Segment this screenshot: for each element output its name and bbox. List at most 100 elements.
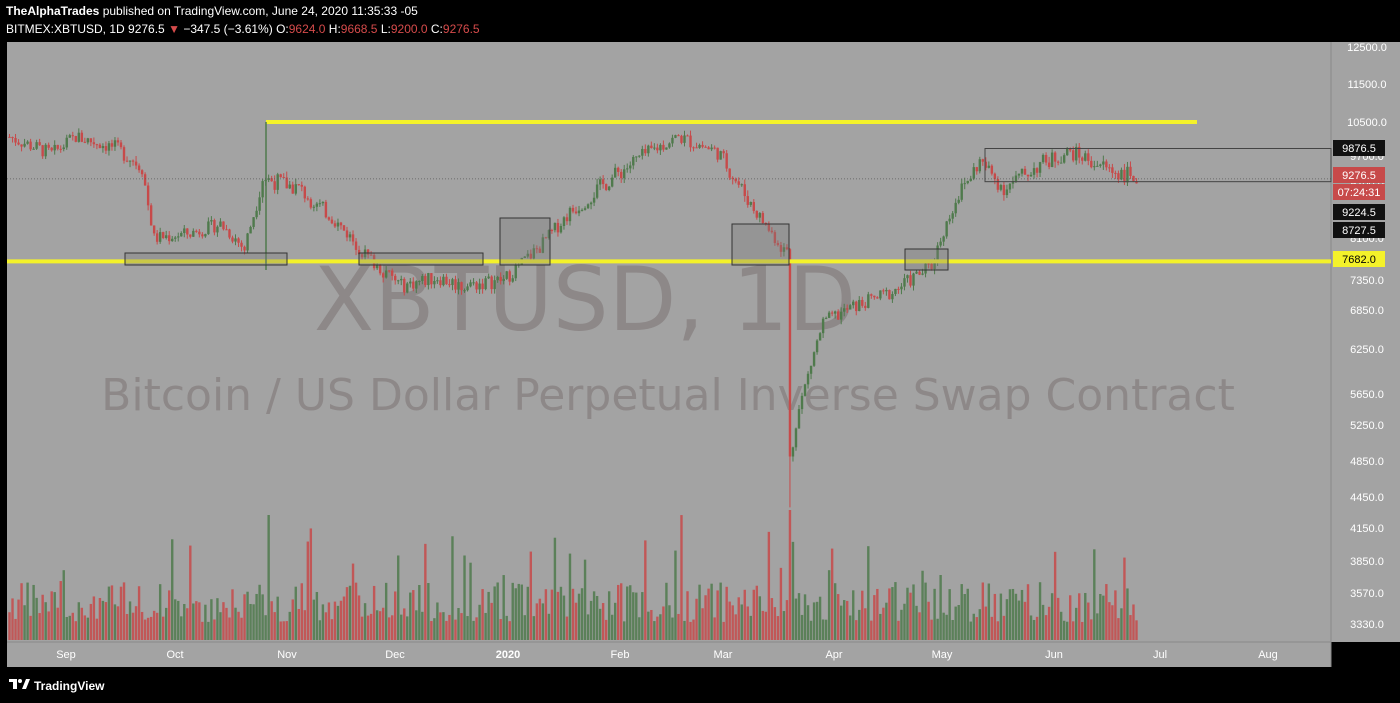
price-chart[interactable]: XBTUSD, 1D Bitcoin / US Dollar Perpetual…: [0, 0, 1400, 667]
candle-body: [288, 184, 291, 189]
candle-body: [333, 223, 337, 227]
author-name[interactable]: TheAlphaTrades: [6, 4, 100, 18]
candle-body: [623, 169, 626, 179]
candle-body: [873, 295, 876, 298]
candle-body: [430, 273, 433, 285]
candle-body: [321, 201, 325, 204]
candle-body: [701, 144, 704, 147]
volume-bar: [303, 610, 307, 640]
candle-body: [740, 184, 743, 186]
brand-name[interactable]: TradingView: [34, 679, 105, 693]
volume-bar: [1069, 595, 1072, 640]
candle-body: [933, 261, 936, 270]
volume-bar: [369, 613, 373, 640]
volume-bar: [77, 602, 81, 640]
candle-body: [330, 219, 334, 224]
volume-bar: [713, 617, 716, 640]
volume-bar: [267, 515, 270, 640]
candle-body: [1011, 181, 1015, 184]
candle-body: [960, 183, 963, 200]
volume-bar: [472, 620, 475, 640]
volume-bar: [722, 621, 725, 640]
volume-bar: [680, 515, 683, 640]
candle-body: [68, 135, 71, 138]
volume-bar: [228, 617, 231, 640]
volume-bar: [1062, 620, 1066, 640]
volume-bar: [821, 619, 825, 640]
candle-body: [1056, 161, 1060, 163]
candle-body: [125, 160, 129, 162]
volume-bar: [1026, 584, 1030, 640]
candle-body: [204, 234, 207, 237]
candle-body: [782, 247, 786, 252]
volume-bar: [683, 620, 686, 640]
volume-bar: [659, 614, 662, 640]
candle-body: [800, 395, 804, 410]
volume-bar: [89, 603, 93, 640]
volume-bar: [433, 618, 436, 640]
candle-body: [638, 155, 641, 157]
volume-bar: [1047, 606, 1051, 640]
volume-bar: [803, 594, 807, 640]
price-axis[interactable]: [1331, 42, 1400, 642]
candle-body: [996, 179, 1000, 190]
volume-bar: [23, 605, 26, 640]
plot-area[interactable]: [7, 42, 1331, 642]
candle-body: [918, 271, 921, 275]
candle-body: [50, 147, 53, 151]
candle-body: [966, 180, 969, 184]
volume-bar: [26, 582, 29, 640]
volume-bar: [547, 613, 551, 640]
volume-bar: [155, 612, 159, 640]
candle-body: [38, 142, 41, 146]
volume-bar: [243, 594, 246, 640]
candle-body: [1059, 162, 1063, 164]
volume-bar: [140, 611, 144, 640]
price-tick-label: 11500.0: [1348, 79, 1387, 91]
candle-body: [457, 282, 460, 290]
volume-bar: [978, 609, 981, 640]
open-label: O:: [276, 22, 289, 36]
candle-body: [496, 276, 499, 281]
volume-bar: [493, 586, 496, 640]
candle-body: [836, 311, 840, 320]
volume-bar: [288, 611, 291, 640]
volume-bar: [662, 606, 665, 640]
close-label: C:: [430, 22, 443, 36]
volume-bar: [1032, 619, 1036, 640]
volume-bar: [987, 583, 991, 640]
candle-body: [270, 178, 273, 182]
candle-body: [568, 207, 572, 222]
candle-body: [237, 238, 240, 243]
candle-body: [903, 278, 906, 287]
time-axis[interactable]: [7, 642, 1331, 667]
candle-body: [149, 205, 153, 226]
candle-body: [460, 282, 463, 291]
volume-bar: [1108, 602, 1111, 640]
consolidation-box: [731, 223, 790, 266]
candle-body: [957, 199, 960, 203]
candle-body: [731, 177, 734, 179]
symbol-name[interactable]: BITMEX:XBTUSD, 1D: [6, 22, 125, 36]
price-tick-label: 3850.0: [1350, 556, 1384, 568]
time-tick-label: Feb: [611, 649, 630, 661]
volume-bar: [610, 614, 614, 640]
high-value: 9668.5: [340, 22, 378, 36]
candle-body: [249, 226, 252, 234]
candle-body: [577, 210, 581, 214]
volume-bar: [143, 619, 147, 640]
volume-bar: [758, 596, 762, 640]
close-value: 9276.5: [442, 22, 480, 36]
volume-bar: [1078, 593, 1081, 640]
volume-bar: [779, 567, 783, 640]
candle-body: [324, 201, 328, 218]
volume-bar: [601, 603, 605, 640]
volume-bar: [409, 592, 412, 640]
candle-body: [165, 235, 168, 238]
volume-bar: [595, 596, 599, 640]
volume-bar: [354, 582, 358, 640]
candle-body: [225, 229, 228, 231]
candle-body: [797, 409, 801, 429]
low-value: 9200.0: [390, 22, 428, 36]
price-label-bg: [1333, 204, 1385, 220]
